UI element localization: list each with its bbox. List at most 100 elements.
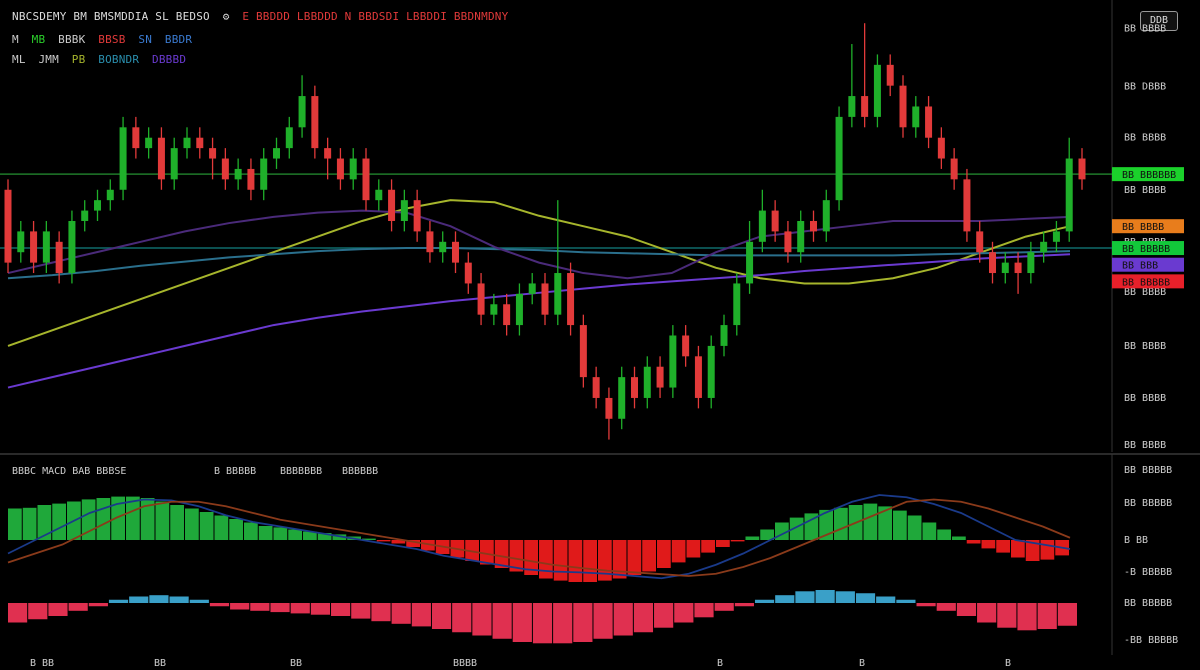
- macd-bar: [893, 510, 907, 540]
- candle-body: [682, 335, 690, 357]
- macd-bar: [863, 503, 878, 540]
- macd-bar: [686, 540, 701, 558]
- osc-tick-label: BB BBBBB: [1124, 498, 1172, 509]
- candle-body: [183, 137, 191, 149]
- candle-body: [400, 200, 408, 221]
- candle-body: [810, 220, 817, 232]
- macd-bar: [376, 540, 391, 542]
- macd-bar: [671, 540, 686, 563]
- symbol-button[interactable]: DDB: [1140, 11, 1178, 31]
- indicator-label: BBBK: [58, 33, 86, 46]
- candle-body: [464, 262, 472, 284]
- signal-bar: [512, 603, 532, 642]
- price-tag-label: BB BBBBB: [1122, 244, 1170, 255]
- candle-body: [273, 148, 280, 159]
- candle-body: [439, 241, 447, 253]
- signal-bar: [209, 603, 230, 607]
- signal-bar: [108, 599, 129, 603]
- candle-body: [886, 64, 894, 86]
- macd-legend-label: BBBBBBB: [280, 466, 322, 477]
- signal-bar: [270, 603, 290, 613]
- candle-body: [157, 137, 165, 180]
- signal-bar: [674, 603, 694, 623]
- macd-bar: [52, 503, 66, 540]
- signal-bar: [916, 603, 936, 607]
- candle-body: [707, 345, 715, 398]
- macd-bar: [96, 498, 111, 540]
- macd-bar: [981, 540, 996, 549]
- macd-bar: [730, 540, 745, 542]
- signal-bar: [633, 603, 654, 633]
- macd-bar: [966, 540, 981, 544]
- candle-body: [30, 231, 38, 263]
- chart-header: NBCSDEMY BM BMSMDDIA SL BEDSO ⚙ E BBDDD …: [12, 10, 514, 23]
- signal-bar: [694, 603, 714, 618]
- signal-bar: [754, 599, 775, 603]
- candle-body: [209, 148, 217, 159]
- candle-body: [669, 335, 677, 388]
- candle-body: [42, 231, 50, 263]
- signal-bar: [1057, 603, 1077, 626]
- signal-bar: [331, 603, 351, 616]
- indicator-label: BOBNDR: [98, 53, 140, 66]
- time-tick-label: B: [859, 658, 865, 669]
- signal-bar: [169, 596, 189, 603]
- macd-bar: [8, 508, 22, 540]
- indicator-label: SN: [138, 33, 153, 46]
- macd-bar: [1025, 540, 1040, 561]
- macd-bar: [303, 531, 317, 540]
- price-tick-label: BB BBBB: [1124, 393, 1166, 404]
- indicator-label: BBDR: [164, 33, 193, 46]
- candle-body: [925, 106, 933, 138]
- candle-body: [452, 241, 459, 263]
- candle-body: [963, 179, 971, 232]
- candle-body: [758, 210, 766, 242]
- candle-body: [247, 168, 255, 190]
- candle-body: [490, 304, 498, 315]
- macd-bar: [288, 529, 302, 540]
- macd-line: [7, 494, 1071, 580]
- candle-body: [733, 283, 741, 326]
- price-tag: [1112, 219, 1184, 234]
- macd-bar: [509, 540, 524, 572]
- candle-body: [1027, 252, 1035, 274]
- osc-tick-label: BB BBBBB: [1124, 465, 1172, 476]
- price-tag: [1112, 241, 1184, 256]
- signal-bar: [189, 599, 209, 603]
- macd-bar: [421, 540, 435, 551]
- settings-icon[interactable]: ⚙: [222, 10, 230, 23]
- signal-bar: [290, 603, 310, 614]
- candle-body: [362, 158, 370, 201]
- candle-body: [643, 366, 651, 398]
- signal-bar: [553, 603, 573, 644]
- indicator-label: BBSB: [98, 33, 126, 46]
- price-tick-label: BB BBBB: [1124, 133, 1166, 144]
- macd-bar: [22, 507, 37, 540]
- indicator-label: MB: [31, 33, 46, 46]
- macd-bar: [406, 540, 420, 547]
- signal-bar: [472, 603, 492, 636]
- macd-bar: [258, 526, 273, 540]
- macd-bar: [214, 515, 229, 540]
- candle-body: [426, 231, 434, 253]
- price-tag: [1112, 257, 1184, 272]
- macd-bar: [834, 507, 848, 540]
- signal-bar: [68, 603, 88, 611]
- signal-bar: [129, 596, 149, 603]
- candle-body: [822, 200, 830, 232]
- macd-bar: [465, 540, 479, 561]
- signal-bar: [8, 603, 28, 623]
- price-tag-label: BB BBBBBB: [1122, 170, 1176, 181]
- macd-bar: [37, 505, 52, 540]
- signal-bar: [492, 603, 512, 639]
- candle-body: [81, 210, 89, 221]
- signal-bar: [593, 603, 613, 639]
- signal-bar: [230, 603, 250, 610]
- indicator-label: PB: [71, 53, 86, 66]
- candle-body: [413, 200, 421, 232]
- candle-body: [528, 283, 536, 294]
- macd-bar: [317, 533, 332, 540]
- candle-body: [771, 210, 779, 232]
